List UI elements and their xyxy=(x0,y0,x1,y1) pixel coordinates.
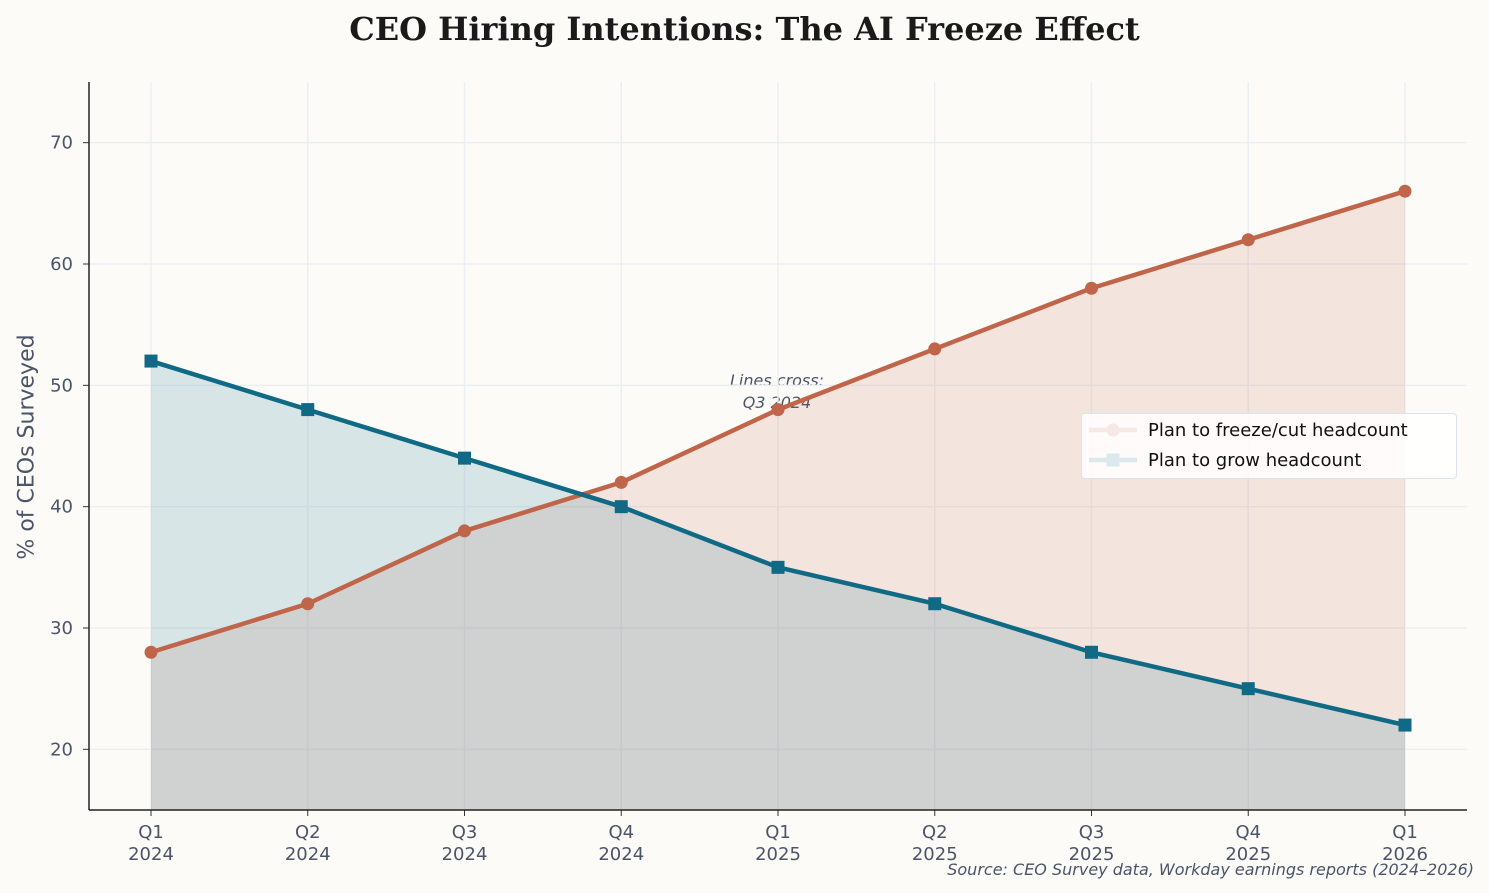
marker xyxy=(1085,645,1098,659)
legend: Plan to freeze/cut headcount Plan to grow… xyxy=(1081,413,1457,479)
y-tick-label: 60 xyxy=(50,254,73,275)
annotation: Lines cross: Q3 2024 xyxy=(730,371,824,412)
legend-label: Plan to grow headcount xyxy=(1148,450,1362,471)
marker xyxy=(301,597,315,611)
marker xyxy=(614,475,628,489)
x-tick-label: Q3 2025 xyxy=(1068,822,1115,865)
marker xyxy=(1241,233,1255,247)
marker xyxy=(928,597,942,611)
x-tick-label: Q4 2025 xyxy=(1225,822,1272,865)
marker xyxy=(1398,184,1412,198)
x-tick-label: Q1 2026 xyxy=(1382,822,1428,865)
y-axis-label: % of CEOs Surveyed xyxy=(14,334,40,560)
marker xyxy=(458,451,471,465)
marker xyxy=(1241,682,1255,696)
area xyxy=(151,191,1405,810)
marker xyxy=(458,524,471,538)
marker xyxy=(1398,718,1412,732)
legend-label: Plan to freeze/cut headcount xyxy=(1148,420,1408,441)
x-tick-label: Q2 2024 xyxy=(284,822,331,865)
marker xyxy=(928,342,942,356)
marker xyxy=(614,500,628,514)
source-note: Source: CEO Survey data, Workday earning… xyxy=(947,860,1474,879)
marker xyxy=(771,560,785,574)
y-tick-label: 20 xyxy=(50,739,73,760)
marker xyxy=(301,403,315,417)
marker xyxy=(144,354,158,368)
x-tick-label: Q3 2024 xyxy=(441,822,488,865)
y-tick-label: 50 xyxy=(50,375,73,396)
y-tick-label: 40 xyxy=(50,497,73,518)
x-tick-label: Q1 2024 xyxy=(128,822,174,865)
x-tick-label: Q1 2025 xyxy=(755,822,801,865)
chart-title: CEO Hiring Intentions: The AI Freeze Eff… xyxy=(349,10,1140,48)
marker xyxy=(1085,281,1098,295)
x-tick-label: Q2 2025 xyxy=(911,822,958,865)
y-tick-label: 30 xyxy=(50,618,73,639)
marker xyxy=(144,645,158,659)
x-tick-label: Q4 2024 xyxy=(598,822,645,865)
y-tick-label: 70 xyxy=(50,133,73,154)
